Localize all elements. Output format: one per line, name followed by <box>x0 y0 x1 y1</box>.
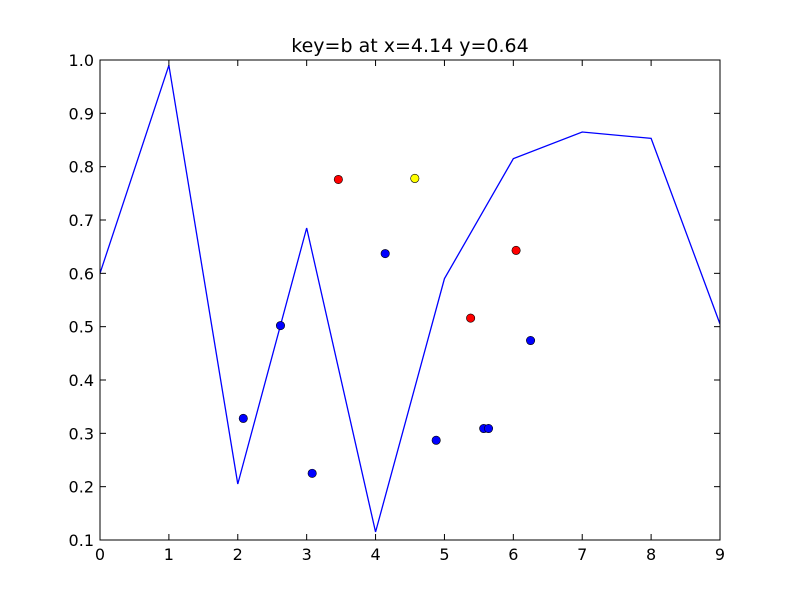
y-tick-label: 0.9 <box>69 104 94 123</box>
scatter-point <box>484 424 494 434</box>
x-tick-label: 1 <box>164 545 174 564</box>
scatter-point <box>511 245 521 255</box>
x-tick-label: 0 <box>95 545 105 564</box>
scatter-point <box>333 174 343 184</box>
x-tick-label: 8 <box>646 545 656 564</box>
x-tick-label: 4 <box>370 545 380 564</box>
scatter-point <box>275 321 285 331</box>
y-tick-label: 0.2 <box>69 478 94 497</box>
y-tick-label: 0.6 <box>69 264 94 283</box>
scatter-point <box>238 413 248 423</box>
y-tick-label: 1.0 <box>69 51 94 70</box>
x-tick-label: 2 <box>233 545 243 564</box>
scatter-point <box>410 173 420 183</box>
scatter-point <box>431 435 441 445</box>
series-line <box>100 65 720 533</box>
x-tick-label: 9 <box>715 545 725 564</box>
y-tick-label: 0.7 <box>69 211 94 230</box>
axis-ticks: 0 1 2 3 4 5 6 7 8 9 0.1 0.2 0.3 0.4 0.5 0.6 0.7 0.8 0.9 1.0 <box>69 51 726 564</box>
y-tick-label: 0.4 <box>69 371 94 390</box>
plot-area <box>100 65 720 533</box>
y-tick-label: 0.1 <box>69 531 94 550</box>
x-tick-label: 7 <box>577 545 587 564</box>
scatter-point <box>380 249 390 259</box>
scatter-point <box>526 336 536 346</box>
x-tick-label: 3 <box>302 545 312 564</box>
y-tick-label: 0.5 <box>69 318 94 337</box>
scatter-point <box>466 313 476 323</box>
axes-frame <box>99 59 721 541</box>
chart-title: key=b at x=4.14 y=0.64 <box>291 35 528 57</box>
scatter-point <box>307 468 317 478</box>
x-tick-label: 6 <box>508 545 518 564</box>
x-tick-label: 5 <box>439 545 449 564</box>
y-tick-label: 0.3 <box>69 424 94 443</box>
y-tick-label: 0.8 <box>69 158 94 177</box>
